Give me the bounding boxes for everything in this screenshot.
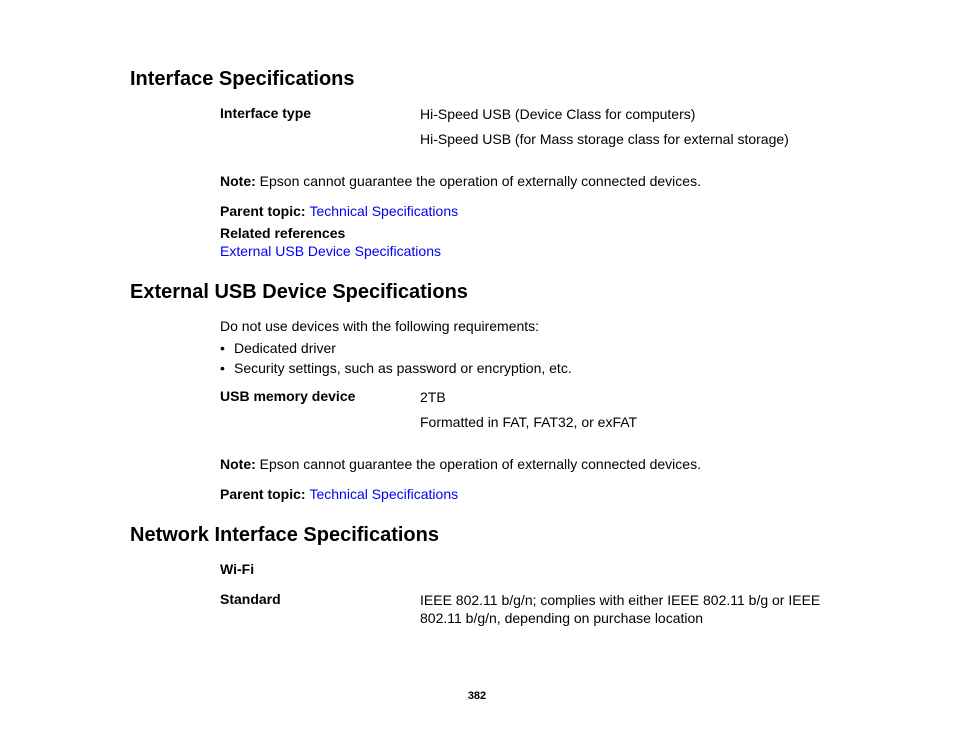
heading-external-usb-device-specifications: External USB Device Specifications xyxy=(130,281,824,304)
spec-row-usb-memory: USB memory device 2TB Formatted in FAT, … xyxy=(220,388,824,438)
spec-value: Formatted in FAT, FAT32, or exFAT xyxy=(420,413,824,432)
parent-topic-link[interactable]: Technical Specifications xyxy=(309,203,458,219)
spec-values: 2TB Formatted in FAT, FAT32, or exFAT xyxy=(420,388,824,438)
list-item: Security settings, such as password or e… xyxy=(220,360,824,376)
spec-value: 2TB xyxy=(420,388,824,407)
parent-topic-label: Parent topic: xyxy=(220,486,309,502)
note-text: Epson cannot guarantee the operation of … xyxy=(256,173,701,189)
spec-value: Hi-Speed USB (for Mass storage class for… xyxy=(420,130,824,149)
spec-values: Hi-Speed USB (Device Class for computers… xyxy=(420,105,824,155)
list-item: Dedicated driver xyxy=(220,340,824,356)
note: Note: Epson cannot guarantee the operati… xyxy=(220,456,824,472)
related-references-heading: Related references xyxy=(220,225,824,241)
parent-topic-label: Parent topic: xyxy=(220,203,309,219)
section3-body: Wi-Fi Standard IEEE 802.11 b/g/n; compli… xyxy=(220,561,824,635)
note-label: Note: xyxy=(220,456,256,472)
note-text: Epson cannot guarantee the operation of … xyxy=(256,456,701,472)
page-number: 382 xyxy=(0,690,954,702)
spec-label: Standard xyxy=(220,591,420,635)
wifi-subhead: Wi-Fi xyxy=(220,561,824,577)
requirements-list: Dedicated driver Security settings, such… xyxy=(220,340,824,376)
spec-value: Hi-Speed USB (Device Class for computers… xyxy=(420,105,824,124)
intro-text: Do not use devices with the following re… xyxy=(220,318,824,334)
section2-body: Do not use devices with the following re… xyxy=(220,318,824,502)
spec-label: USB memory device xyxy=(220,388,420,438)
related-link-external-usb[interactable]: External USB Device Specifications xyxy=(220,243,441,259)
related-references-link-row: External USB Device Specifications xyxy=(220,243,824,259)
heading-interface-specifications: Interface Specifications xyxy=(130,68,824,91)
document-page: Interface Specifications Interface type … xyxy=(0,0,954,738)
note: Note: Epson cannot guarantee the operati… xyxy=(220,173,824,189)
spec-values: IEEE 802.11 b/g/n; complies with either … xyxy=(420,591,824,635)
spec-row-interface-type: Interface type Hi-Speed USB (Device Clas… xyxy=(220,105,824,155)
section1-body: Interface type Hi-Speed USB (Device Clas… xyxy=(220,105,824,259)
heading-network-interface-specifications: Network Interface Specifications xyxy=(130,524,824,547)
parent-topic-line: Parent topic: Technical Specifications xyxy=(220,203,824,219)
parent-topic-line: Parent topic: Technical Specifications xyxy=(220,486,824,502)
spec-value: IEEE 802.11 b/g/n; complies with either … xyxy=(420,591,824,629)
parent-topic-link[interactable]: Technical Specifications xyxy=(309,486,458,502)
spec-row-standard: Standard IEEE 802.11 b/g/n; complies wit… xyxy=(220,591,824,635)
note-label: Note: xyxy=(220,173,256,189)
spec-label: Interface type xyxy=(220,105,420,155)
